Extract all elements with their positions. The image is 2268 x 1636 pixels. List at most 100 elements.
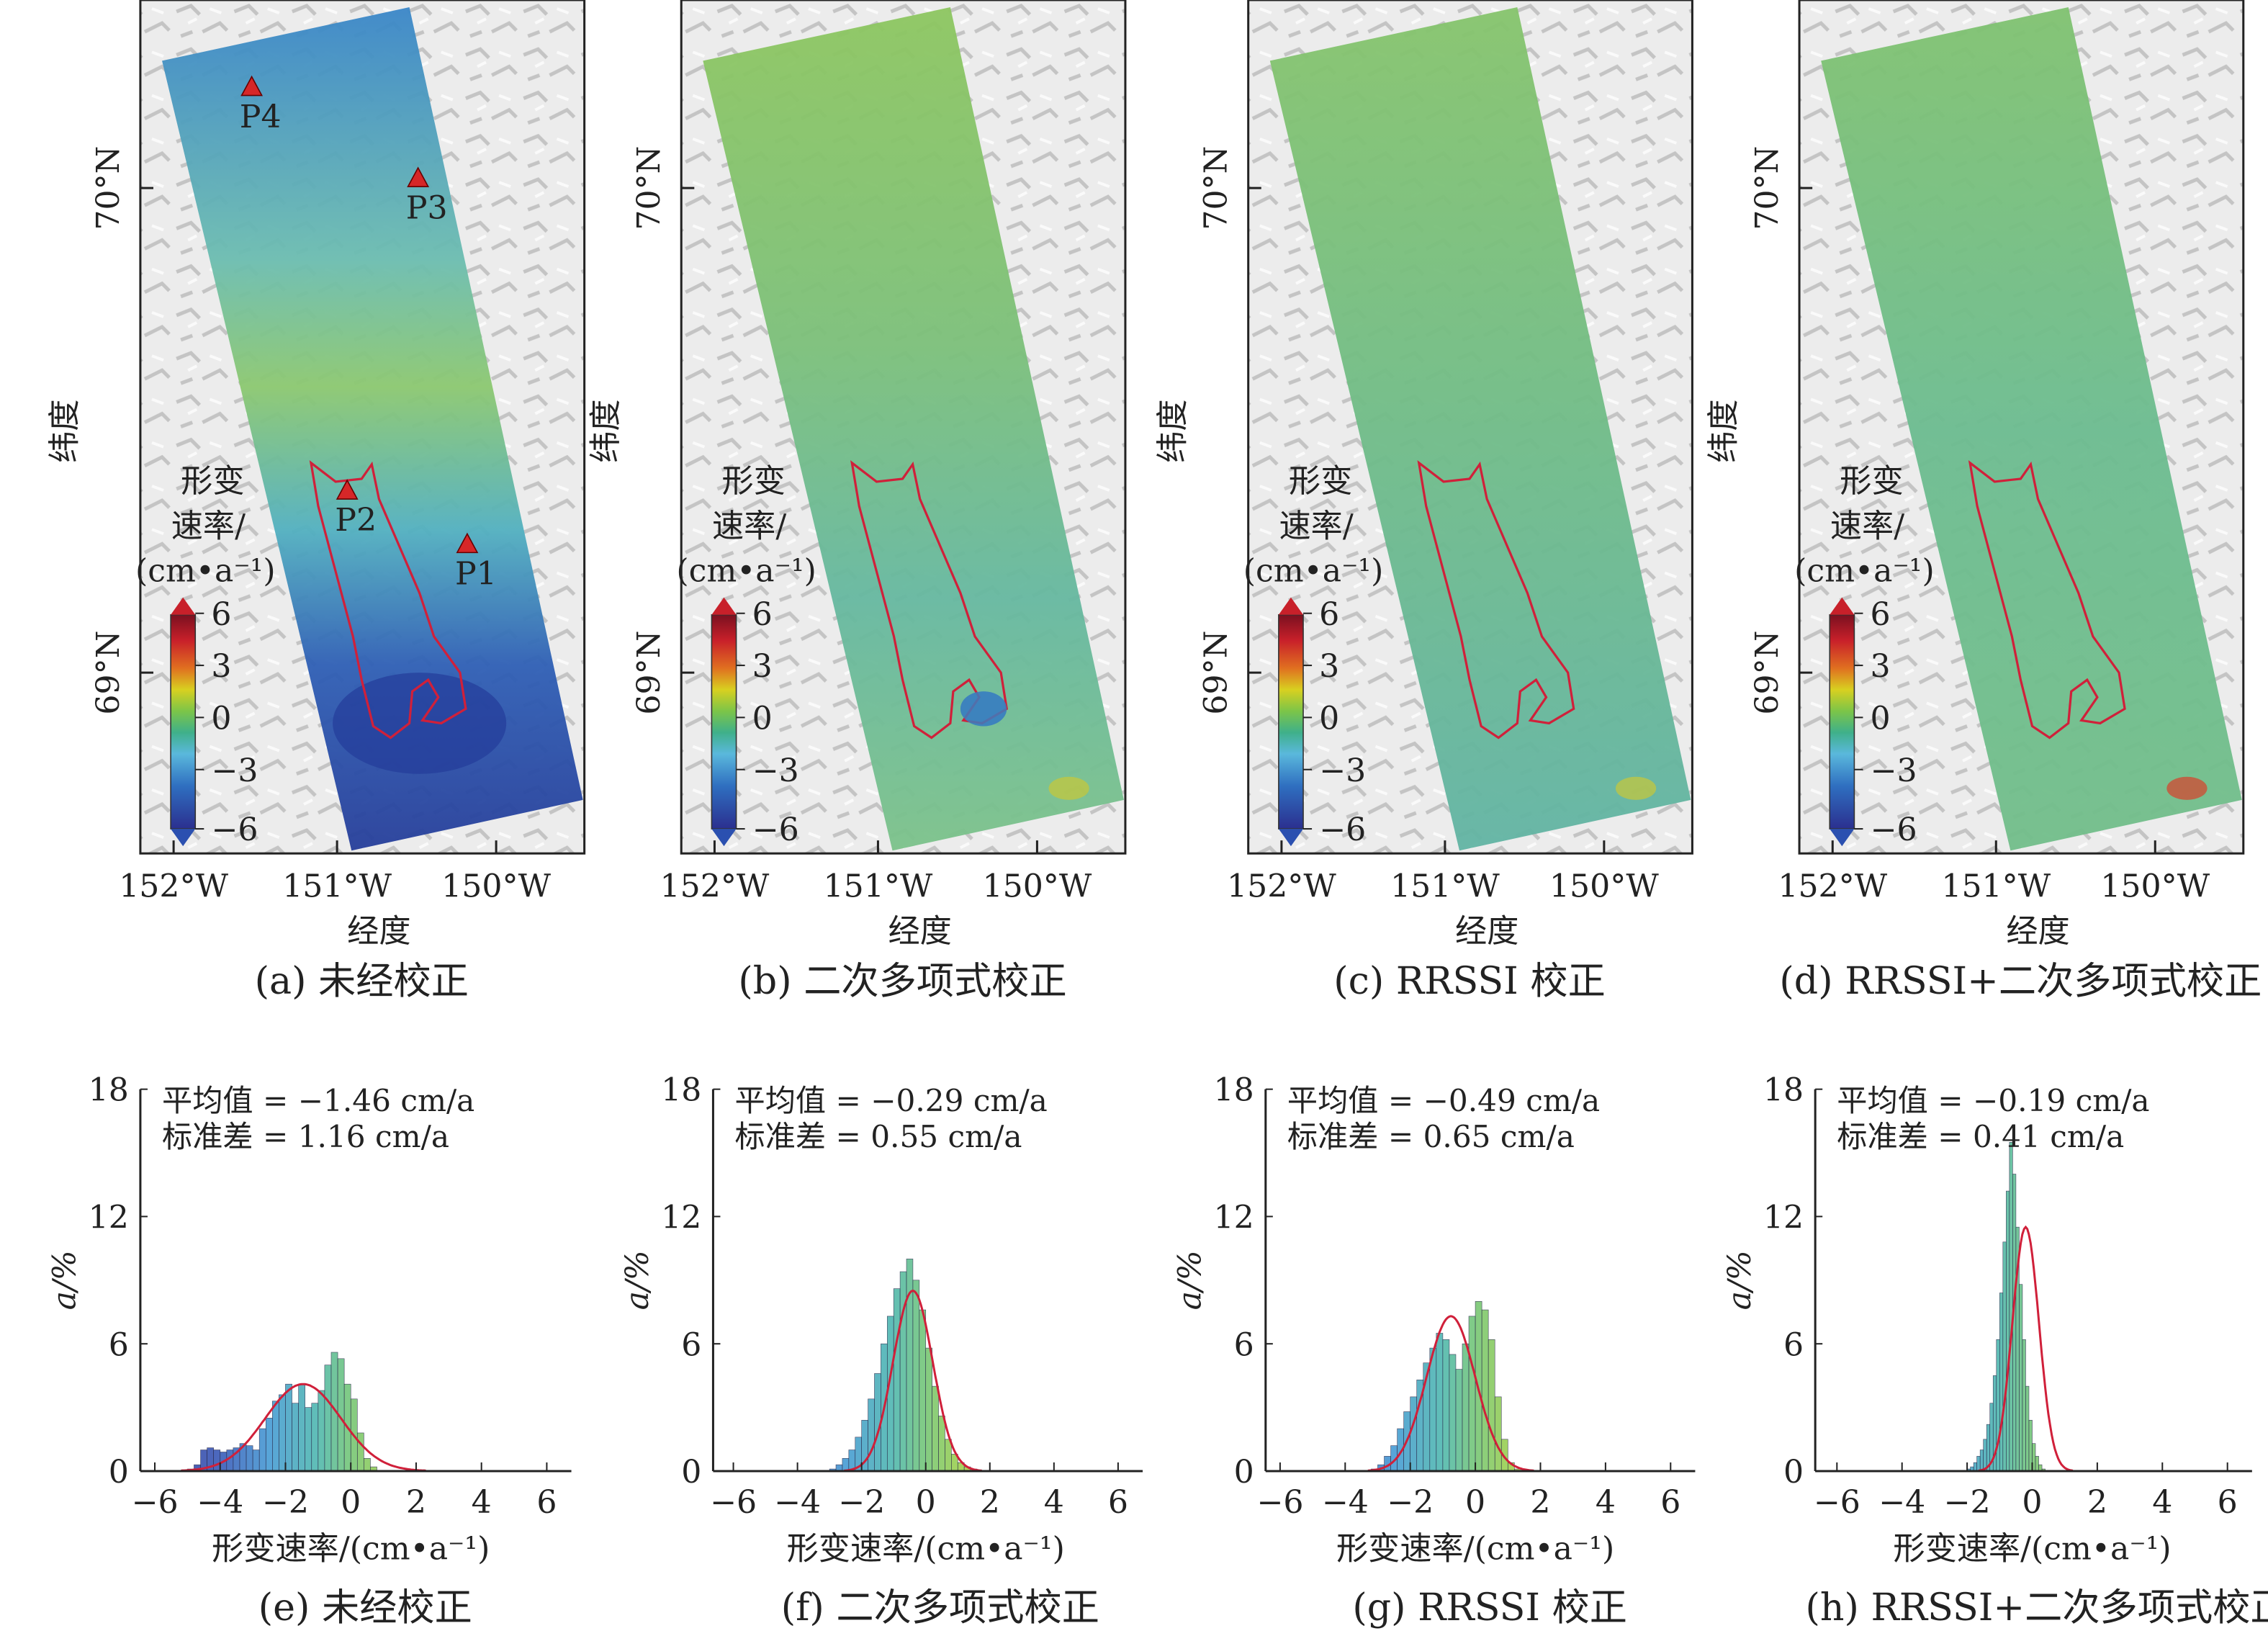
lon-tick-label: 151°W: [824, 868, 933, 904]
point-marker-icon: [240, 75, 264, 96]
y-tick-label: 12: [1213, 1200, 1254, 1236]
histogram-bar: [893, 1288, 901, 1472]
lon-tick-label: 152°W: [660, 868, 770, 904]
lat-tick-label: 70°N: [1198, 146, 1235, 230]
x-tick-label: −6: [1256, 1484, 1303, 1521]
histogram-bar: [252, 1450, 260, 1472]
colorbar-tick-label: 0: [211, 700, 231, 737]
x-tick-label: −4: [1878, 1484, 1925, 1521]
histogram-bar: [1979, 1450, 1984, 1472]
colorbar-max-arrow: [1830, 597, 1855, 615]
colorbar-tick-label: 3: [1319, 648, 1339, 685]
map-caption: (c) RRSSI 校正: [1333, 960, 1606, 1003]
x-tick-label: −6: [710, 1484, 757, 1521]
histogram-bar: [919, 1309, 927, 1472]
histogram-bar: [2035, 1456, 2039, 1472]
colorbar-gradient: [711, 614, 737, 830]
colorbar-title: (cm•a⁻¹): [1794, 553, 1935, 590]
y-axis-label: a/%: [47, 1250, 84, 1310]
colorbar-title: 形变: [1840, 463, 1903, 500]
colorbar-title: 速率/: [1830, 508, 1904, 544]
map-frame: [139, 0, 586, 855]
colorbar-tick-label: 0: [752, 700, 773, 737]
x-tick-label: −2: [838, 1484, 885, 1521]
histogram-bar: [932, 1385, 939, 1472]
y-tick-label: 18: [661, 1072, 701, 1109]
lon-tick-label: 150°W: [982, 868, 1092, 904]
histogram-bar: [2022, 1339, 2026, 1472]
subsidence-zone: [333, 673, 507, 774]
lon-tick-label: 152°W: [119, 868, 228, 904]
x-tick-label: 0: [341, 1484, 361, 1521]
x-tick-label: 6: [536, 1484, 557, 1521]
lat-tick-label: 70°N: [1749, 146, 1786, 230]
map-caption: (b) 二次多项式校正: [738, 960, 1066, 1003]
lon-axis-label: 经度: [888, 913, 951, 950]
colorbar-tick-label: 0: [1319, 700, 1339, 737]
x-tick-label: −6: [1814, 1484, 1860, 1521]
histogram-bar: [364, 1458, 371, 1472]
colorbar: 6 3 0 −3 −6 形变速率/ (cm•a⁻¹): [1243, 463, 1384, 848]
histogram-bar: [2019, 1284, 2023, 1472]
x-axis-label: 形变速率/(cm•a⁻¹): [1336, 1531, 1614, 1568]
x-tick-label: 2: [2087, 1484, 2107, 1521]
x-axis-label: 形变速率/(cm•a⁻¹): [1893, 1531, 2171, 1568]
lat-tick-label: 69°N: [1198, 631, 1235, 715]
colorbar-tick-label: −6: [1871, 812, 1917, 848]
x-tick-label: −4: [1322, 1484, 1369, 1521]
histogram-bar: [938, 1416, 945, 1472]
histogram-bar: [912, 1280, 920, 1472]
point-marker-icon: [456, 532, 479, 554]
gaussian-fit-line: [1367, 1315, 1534, 1472]
point-marker-icon: [336, 479, 359, 500]
histogram-caption: (h) RRSSI+二次多项式校正: [1806, 1586, 2268, 1630]
lon-tick-label: 150°W: [441, 868, 551, 904]
lat-tick-label: 69°N: [1749, 631, 1786, 715]
x-tick-label: 4: [1596, 1484, 1616, 1521]
colorbar: 6 3 0 −3 −6 形变速率/ (cm•a⁻¹): [1794, 463, 1935, 848]
colorbar-title: (cm•a⁻¹): [135, 553, 276, 590]
map-frame: [1247, 0, 1693, 855]
lon-axis-label: 经度: [347, 913, 410, 950]
x-tick-label: −6: [131, 1484, 178, 1521]
y-tick-label: 6: [1783, 1326, 1804, 1363]
lat-axis-label: 纬度: [47, 399, 84, 462]
lon-tick-label: 152°W: [1778, 868, 1887, 904]
histogram-bar: [265, 1418, 273, 1472]
landslide-outline: [309, 460, 467, 740]
colorbar-max-arrow: [171, 597, 196, 615]
x-tick-label: −2: [1944, 1484, 1991, 1521]
y-tick-label: 6: [1234, 1326, 1254, 1363]
colorbar-min-arrow: [1278, 829, 1304, 847]
std-stat: 标准差 = 0.55 cm/a: [735, 1119, 1022, 1154]
colorbar-tick-label: 0: [1871, 700, 1891, 737]
colorbar: 6 3 0 −3 −6 形变速率/ (cm•a⁻¹): [135, 463, 276, 848]
point-label: P3: [406, 189, 448, 226]
x-tick-label: −2: [262, 1484, 309, 1521]
histogram-bar: [1455, 1369, 1463, 1472]
colorbar-tick-label: −6: [211, 812, 258, 848]
histogram-caption: (f) 二次多项式校正: [781, 1586, 1099, 1630]
histogram-bar: [213, 1450, 221, 1472]
histogram-bar: [1983, 1439, 1987, 1472]
histogram-bar: [1449, 1354, 1457, 1472]
colorbar-tick-label: 6: [752, 596, 773, 633]
histogram-bar: [886, 1316, 894, 1472]
colorbar-gradient: [1278, 614, 1304, 830]
deformation-rate-strip: [1821, 7, 2242, 851]
colorbar: 6 3 0 −3 −6 形变速率/ (cm•a⁻¹): [676, 463, 816, 848]
y-axis-label: a/%: [1171, 1250, 1208, 1310]
histogram-bar: [298, 1383, 306, 1472]
histogram-bar: [2006, 1190, 2010, 1472]
histogram-bar: [292, 1403, 299, 1472]
histogram-bar: [1494, 1396, 1502, 1472]
y-tick-label: 18: [1763, 1072, 1804, 1109]
lat-tick-label: 69°N: [631, 631, 667, 715]
lon-tick-label: 151°W: [1941, 868, 2051, 904]
histogram-bar: [1996, 1339, 2000, 1472]
point-label: P4: [240, 99, 282, 135]
